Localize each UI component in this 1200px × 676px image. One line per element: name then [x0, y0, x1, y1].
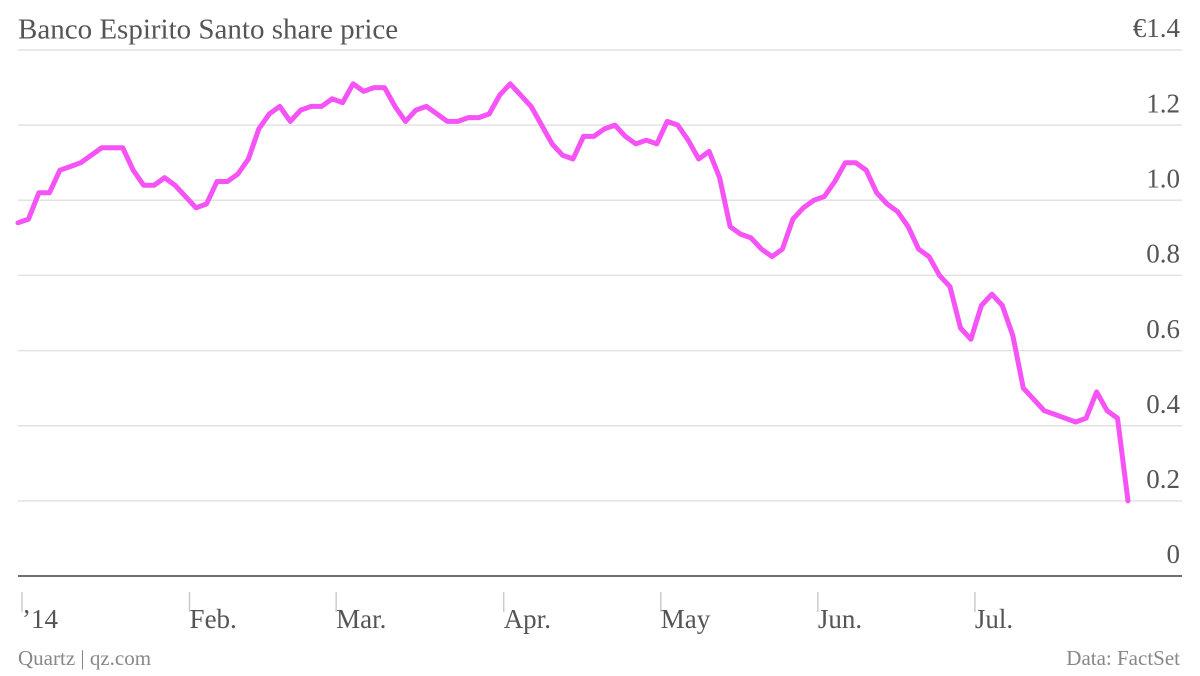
x-tick-label: Mar. — [336, 604, 386, 634]
y-tick-label: 1.0 — [1146, 163, 1180, 193]
x-tick-label: Feb. — [190, 604, 237, 634]
x-tick-label: Jul. — [975, 604, 1013, 634]
y-tick-label: €1.4 — [1133, 13, 1181, 43]
chart-title: Banco Espirito Santo share price — [18, 14, 398, 46]
x-tick-label: Apr. — [504, 604, 551, 634]
source-right: Data: FactSet — [1066, 646, 1180, 670]
source-left: Quartz | qz.com — [18, 646, 151, 670]
x-tick-label: Jun. — [818, 604, 862, 634]
y-tick-label: 0 — [1167, 539, 1181, 569]
y-tick-label: 1.2 — [1146, 88, 1180, 118]
y-tick-label: 0.8 — [1146, 239, 1180, 269]
price-line — [15, 81, 1131, 504]
x-tick-label: May — [661, 604, 711, 634]
x-tick-label: ’14 — [22, 604, 58, 634]
y-tick-label: 0.6 — [1146, 314, 1180, 344]
y-tick-label: 0.2 — [1146, 464, 1180, 494]
y-tick-label: 0.4 — [1146, 389, 1180, 419]
